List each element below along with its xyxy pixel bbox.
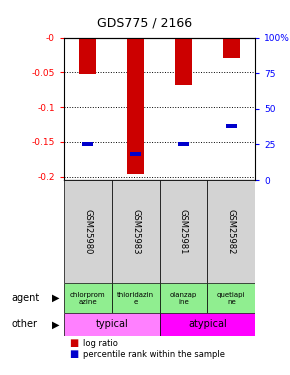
Text: GSM25983: GSM25983 [131, 209, 140, 254]
Text: typical: typical [95, 320, 128, 329]
Text: ■: ■ [70, 350, 79, 359]
FancyBboxPatch shape [64, 313, 160, 336]
Text: log ratio: log ratio [83, 339, 117, 348]
Text: quetiapi
ne: quetiapi ne [217, 292, 246, 304]
FancyBboxPatch shape [64, 283, 112, 313]
Text: GSM25981: GSM25981 [179, 209, 188, 254]
Bar [127, 38, 144, 174]
Text: GDS775 / 2166: GDS775 / 2166 [97, 17, 193, 30]
Text: ■: ■ [70, 338, 79, 348]
Text: ▶: ▶ [52, 320, 60, 329]
FancyBboxPatch shape [112, 180, 160, 283]
FancyBboxPatch shape [160, 283, 207, 313]
Bar [178, 142, 189, 147]
Bar [130, 152, 141, 156]
Text: GSM25980: GSM25980 [83, 209, 92, 254]
Bar [223, 38, 240, 58]
Text: thioridazin
e: thioridazin e [117, 292, 154, 304]
Text: other: other [12, 320, 38, 329]
FancyBboxPatch shape [160, 180, 207, 283]
Bar [226, 124, 237, 128]
Text: olanzap
ine: olanzap ine [170, 292, 197, 304]
Bar [82, 142, 93, 147]
FancyBboxPatch shape [64, 180, 112, 283]
Text: atypical: atypical [188, 320, 227, 329]
FancyBboxPatch shape [160, 313, 255, 336]
Text: agent: agent [12, 293, 40, 303]
Text: percentile rank within the sample: percentile rank within the sample [83, 350, 225, 359]
Text: GSM25982: GSM25982 [227, 209, 236, 254]
Text: chlorprom
azine: chlorprom azine [70, 292, 106, 304]
Bar [79, 38, 96, 74]
Text: ▶: ▶ [52, 293, 60, 303]
FancyBboxPatch shape [207, 180, 255, 283]
FancyBboxPatch shape [207, 283, 255, 313]
Bar [175, 38, 192, 85]
FancyBboxPatch shape [112, 283, 160, 313]
